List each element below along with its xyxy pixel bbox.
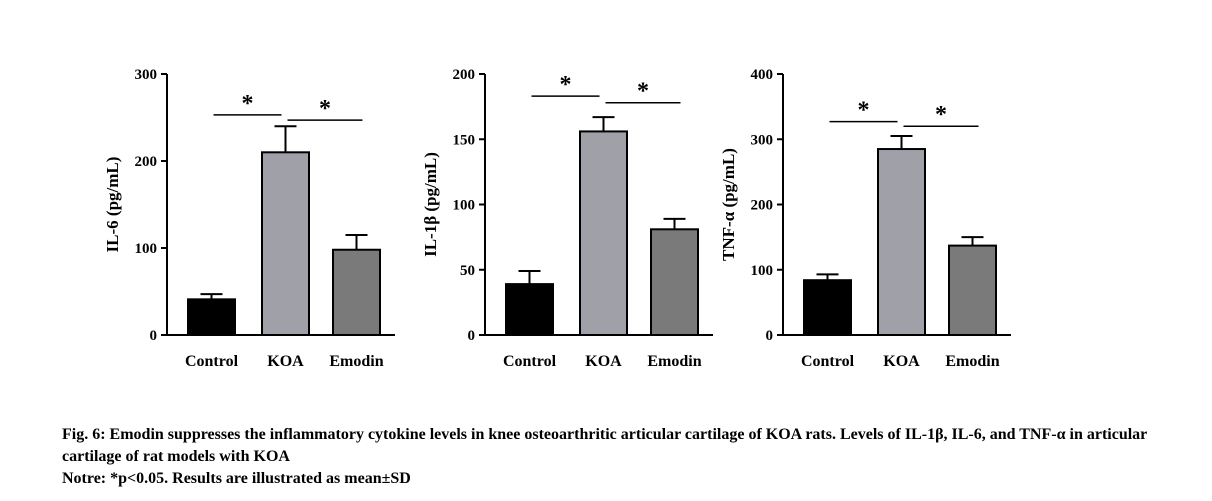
chart-panel-2: 0 50 100 150 200 IL-1β (pg/mL) Control KOA Emodi… (421, 67, 713, 370)
y-axis-title: IL-6 (pg/mL) (103, 157, 122, 253)
bar-control (803, 279, 852, 337)
x-category-label: Emodin (329, 353, 383, 370)
y-tick-label: 150 (453, 132, 476, 148)
x-category-label: KOA (883, 353, 920, 370)
y-axis-title: TNF-α (pg/mL) (719, 148, 738, 261)
y-tick-label: 200 (453, 67, 476, 83)
y-tick-label: 100 (453, 198, 476, 214)
bar-emodin (948, 244, 997, 336)
y-tick-label: 100 (135, 241, 158, 257)
y-tick-label: 200 (135, 154, 158, 170)
significance-marker: * (319, 96, 331, 122)
x-category-label: KOA (267, 353, 304, 370)
significance-marker: * (637, 79, 649, 105)
x-category-label: KOA (585, 353, 622, 370)
x-category-label: Control (503, 353, 557, 370)
bar-emodin (650, 228, 699, 336)
caption-note: Notre: *p<0.05. Results are illustrated … (62, 470, 411, 487)
y-tick-label: 400 (751, 67, 774, 83)
significance-marker: * (242, 91, 254, 117)
y-tick-label: 0 (150, 328, 158, 344)
y-tick-label: 0 (468, 328, 476, 344)
caption-text: Fig. 6: Emodin suppresses the inflammato… (62, 426, 1147, 465)
x-category-label: Control (801, 353, 855, 370)
significance-marker: * (935, 102, 947, 128)
bar-koa (877, 148, 926, 336)
y-axis-title: IL-1β (pg/mL) (421, 152, 440, 257)
x-category-label: Control (185, 353, 239, 370)
bar-emodin (332, 248, 381, 337)
bar-control (187, 298, 236, 336)
charts-figure: 0 100 200 300 IL-6 (pg/mL) Control KOA Emodin * *… (103, 67, 1011, 370)
significance-marker: * (858, 98, 870, 124)
y-tick-label: 0 (766, 328, 774, 344)
figure-caption: Fig. 6: Emodin suppresses the inflammato… (62, 424, 1182, 490)
y-tick-label: 300 (135, 67, 158, 83)
chart-panel-1: 0 100 200 300 IL-6 (pg/mL) Control KOA Emodin * * (103, 67, 395, 370)
y-tick-label: 50 (460, 263, 475, 279)
chart-panel-3: 0 100 200 300 400 TNF-α (pg/mL) Control KOA Emod… (719, 67, 1011, 370)
x-category-label: Emodin (647, 353, 701, 370)
y-tick-label: 300 (751, 132, 774, 148)
bar-koa (261, 151, 310, 336)
bar-control (505, 283, 554, 337)
y-tick-label: 200 (751, 198, 774, 214)
bar-koa (579, 130, 628, 336)
x-category-label: Emodin (945, 353, 999, 370)
y-tick-label: 100 (751, 263, 774, 279)
significance-marker: * (560, 72, 572, 98)
